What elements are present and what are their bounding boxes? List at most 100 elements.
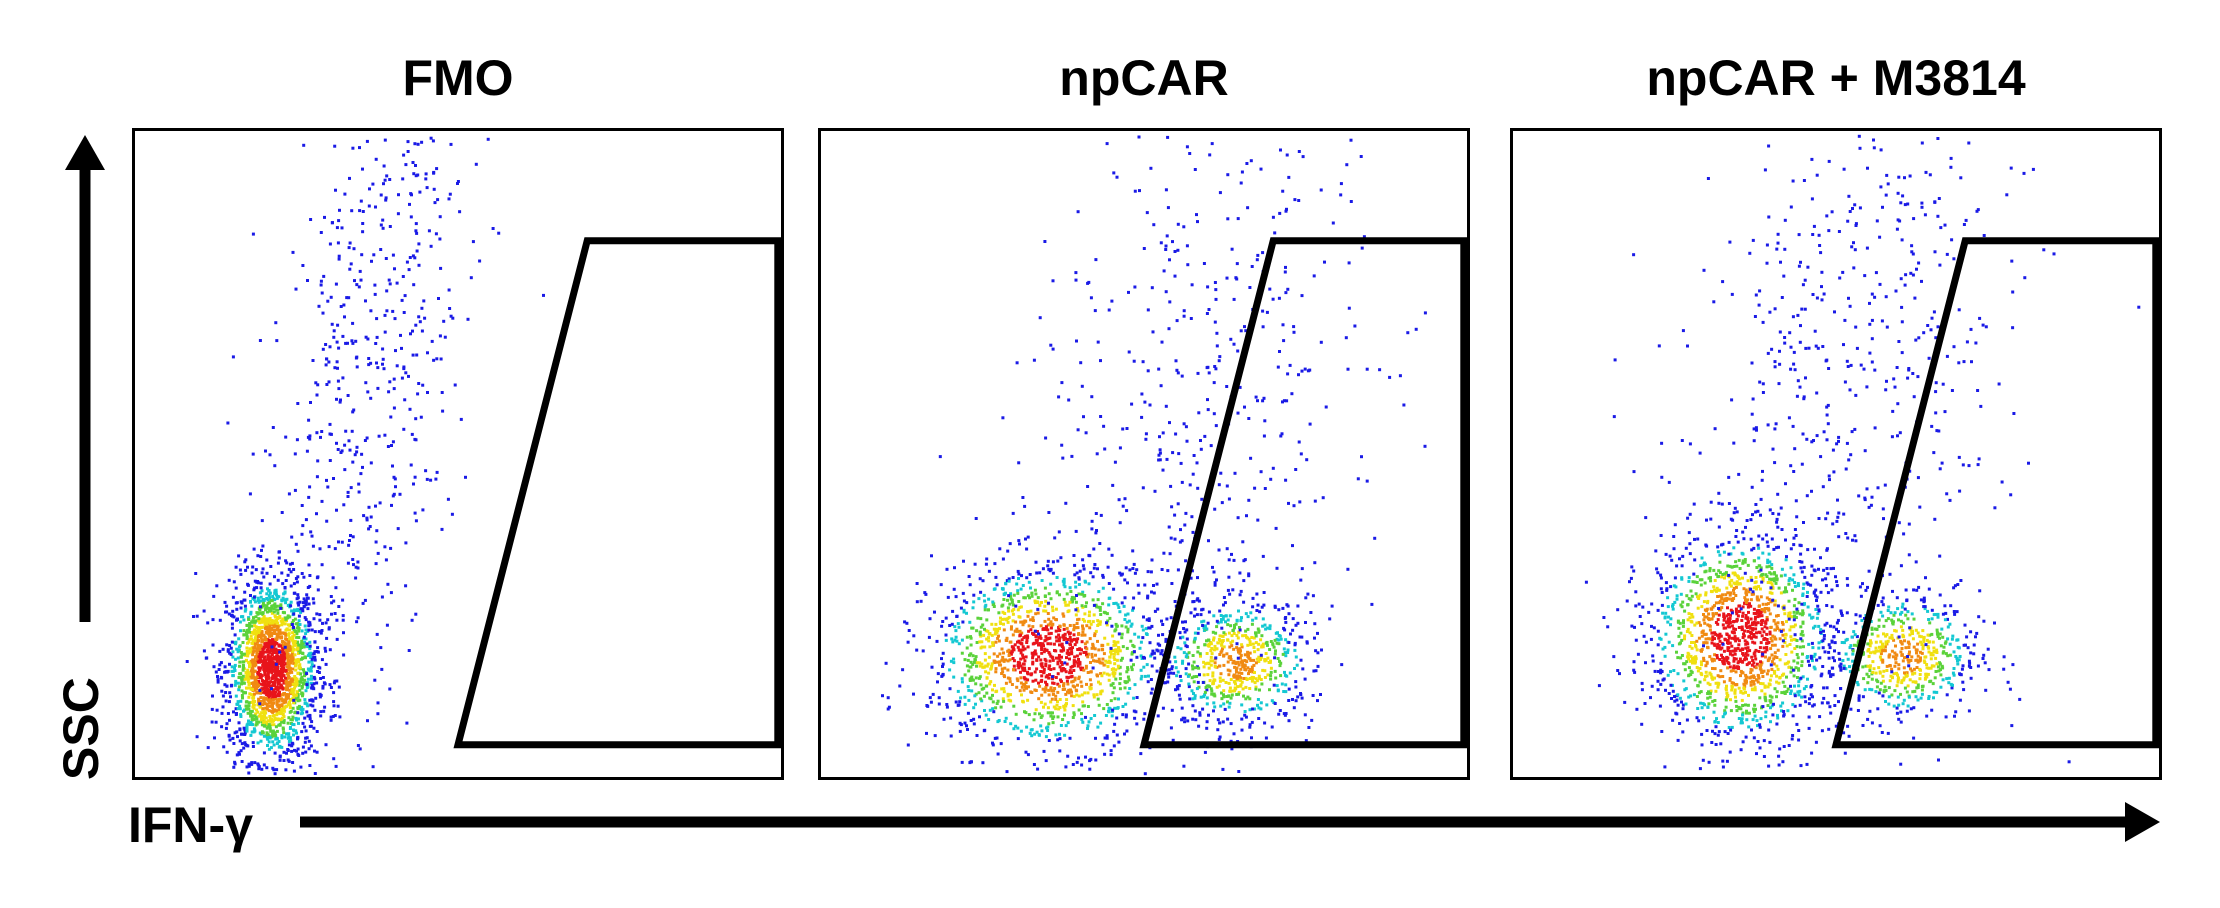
event-dot	[257, 720, 261, 724]
event-dot	[1226, 618, 1230, 622]
event-dot	[336, 323, 340, 327]
event-dot	[1209, 649, 1213, 653]
event-dot	[231, 609, 235, 613]
event-dot	[268, 642, 272, 646]
event-dot	[1284, 620, 1288, 624]
event-dot	[376, 551, 380, 555]
event-dot	[416, 142, 420, 146]
event-dot	[1077, 632, 1081, 635]
event-dot	[261, 715, 265, 719]
event-dot	[1114, 643, 1118, 647]
event-dot	[1126, 691, 1130, 695]
event-dot	[1026, 594, 1030, 598]
event-dot	[343, 315, 346, 319]
event-dot	[297, 626, 301, 630]
event-dot	[371, 182, 375, 186]
event-dot	[1051, 681, 1055, 685]
event-dot	[989, 697, 993, 701]
event-dot	[926, 704, 930, 708]
event-dot	[206, 621, 210, 625]
event-dot	[993, 562, 997, 566]
event-dot	[1268, 287, 1272, 291]
event-dot	[1212, 614, 1216, 618]
event-dot	[238, 664, 241, 668]
event-dot	[1235, 646, 1239, 650]
event-dot	[291, 619, 295, 622]
event-dot	[343, 443, 347, 447]
event-dot	[1084, 650, 1088, 654]
event-dot	[272, 684, 275, 687]
event-dot	[1044, 436, 1048, 440]
event-dot	[1199, 447, 1203, 451]
event-dot	[361, 230, 365, 234]
event-dot	[301, 652, 305, 655]
event-dot	[1149, 691, 1153, 695]
event-dot	[1185, 145, 1189, 149]
event-dot	[1209, 444, 1213, 448]
event-dot	[1277, 642, 1281, 646]
event-dot	[975, 661, 979, 665]
event-dot	[1104, 659, 1108, 663]
event-dot	[361, 167, 364, 171]
event-dot	[1244, 612, 1248, 616]
event-dot	[1014, 620, 1018, 624]
event-dot	[271, 709, 275, 713]
event-dot	[251, 619, 255, 623]
event-dot	[266, 631, 270, 635]
event-dot	[1176, 248, 1180, 252]
event-dot	[1089, 571, 1093, 575]
event-dot	[1170, 708, 1174, 712]
event-dot	[1113, 697, 1117, 701]
event-dot	[1112, 686, 1116, 690]
event-dot	[383, 545, 387, 549]
event-dot	[319, 710, 323, 714]
event-dot	[1353, 324, 1357, 328]
event-dot	[240, 601, 244, 605]
event-dot	[343, 192, 347, 196]
event-dot	[1265, 310, 1269, 314]
event-dot	[1118, 677, 1122, 681]
event-dot	[223, 670, 227, 674]
event-dot	[306, 704, 310, 708]
event-dot	[231, 650, 235, 654]
event-dot	[1388, 375, 1392, 379]
event-dot	[1278, 659, 1281, 663]
event-dot	[1145, 211, 1149, 215]
event-dot	[313, 655, 317, 659]
event-dot	[251, 741, 255, 745]
event-dot	[387, 390, 391, 394]
event-dot	[335, 508, 338, 512]
event-dot	[1143, 712, 1147, 716]
event-dot	[249, 600, 252, 603]
event-dot	[1021, 623, 1025, 627]
event-dot	[325, 636, 329, 640]
event-dot	[1319, 340, 1323, 344]
event-dot	[241, 641, 245, 644]
event-dot	[1210, 689, 1214, 693]
event-dot	[961, 591, 965, 595]
event-dot	[1049, 711, 1053, 715]
event-dot	[931, 692, 935, 696]
event-dot	[226, 648, 230, 652]
event-dot	[1161, 623, 1165, 626]
event-dot	[265, 627, 269, 631]
event-dot	[1086, 655, 1090, 659]
event-dot	[1173, 600, 1177, 603]
event-dot	[368, 187, 371, 191]
event-dot	[1308, 422, 1312, 426]
event-dot	[293, 629, 297, 633]
event-dot	[1046, 642, 1050, 646]
event-dot	[324, 662, 328, 666]
event-dot	[271, 623, 275, 627]
event-dot	[302, 605, 306, 609]
event-dot	[1208, 679, 1212, 683]
event-dot	[271, 734, 275, 738]
event-dot	[1260, 605, 1264, 609]
event-dot	[274, 321, 278, 325]
event-dot	[1060, 443, 1064, 447]
event-dot	[1339, 182, 1343, 186]
event-dot	[1221, 767, 1225, 771]
event-dot	[972, 722, 976, 726]
event-dot	[298, 688, 302, 692]
event-dot	[1239, 667, 1243, 671]
